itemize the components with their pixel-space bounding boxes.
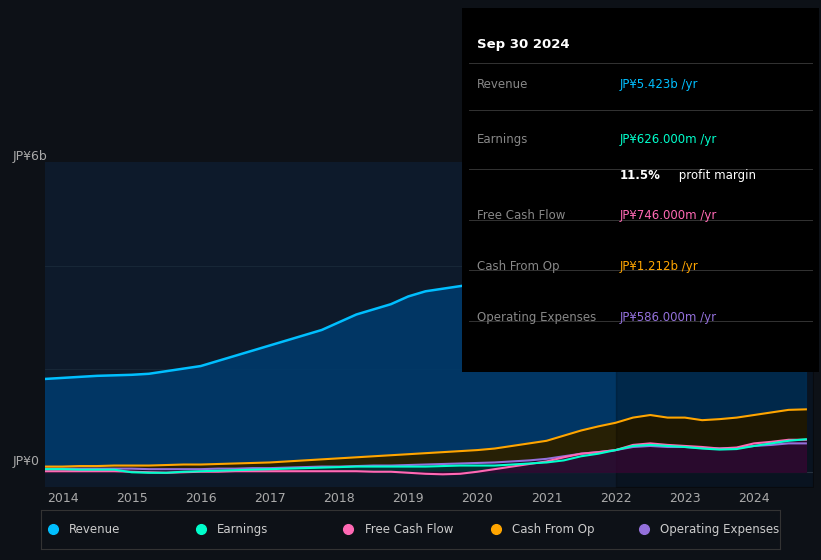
Text: Cash From Op: Cash From Op [512, 522, 595, 536]
Text: Operating Expenses: Operating Expenses [476, 311, 596, 324]
Text: JP¥626.000m /yr: JP¥626.000m /yr [619, 133, 717, 146]
Text: Operating Expenses: Operating Expenses [660, 522, 779, 536]
Text: JP¥0: JP¥0 [12, 455, 39, 469]
Text: Revenue: Revenue [476, 78, 528, 91]
Text: Earnings: Earnings [476, 133, 528, 146]
Text: Cash From Op: Cash From Op [476, 260, 559, 273]
Text: Earnings: Earnings [217, 522, 268, 536]
Text: profit margin: profit margin [675, 169, 755, 183]
Text: Sep 30 2024: Sep 30 2024 [476, 38, 569, 50]
Text: JP¥5.423b /yr: JP¥5.423b /yr [619, 78, 698, 91]
Text: JP¥6b: JP¥6b [12, 150, 47, 164]
Text: 11.5%: 11.5% [619, 169, 660, 183]
Text: JP¥746.000m /yr: JP¥746.000m /yr [619, 209, 717, 222]
Text: Revenue: Revenue [69, 522, 121, 536]
Text: JP¥586.000m /yr: JP¥586.000m /yr [619, 311, 717, 324]
Text: Free Cash Flow: Free Cash Flow [365, 522, 453, 536]
Text: Free Cash Flow: Free Cash Flow [476, 209, 565, 222]
Text: JP¥1.212b /yr: JP¥1.212b /yr [619, 260, 698, 273]
